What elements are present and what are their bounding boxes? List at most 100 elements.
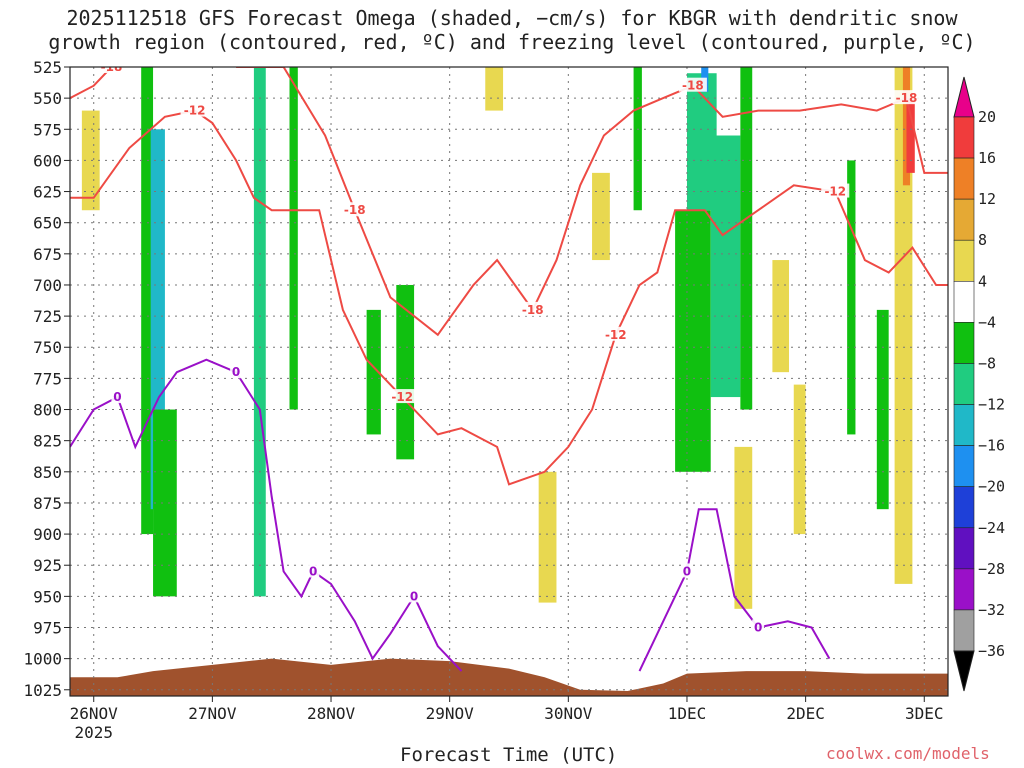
colorbar-label: −28 [978,560,1005,578]
y-tick-label: 950 [33,587,62,606]
y-tick-label: 925 [33,556,62,575]
y-tick-label: 600 [33,151,62,170]
dgz-contour-label: -18 [344,203,366,217]
freezing-label-bg [680,563,693,578]
x-year-label: 2025 [74,723,113,742]
colorbar-box [953,363,975,405]
dgz-contour-label: -12 [391,390,413,404]
colorbar-box [953,609,975,652]
colorbar-box [953,404,975,446]
freezing-contour-label: 0 [683,564,691,578]
omega-cell-13 [847,160,856,435]
y-tick-label: 1025 [23,681,62,700]
plot-frame [69,66,949,697]
colorbar-label: −32 [978,601,1005,619]
dgz-label-bg [678,77,707,92]
colorbar-label: −36 [978,642,1005,660]
dgz-contour-label: -18 [101,60,123,74]
omega-cell-23 [772,260,790,373]
omega-cell-19 [485,67,504,111]
colorbar-box [953,486,975,529]
x-tick-label: 3DEC [905,704,944,723]
omega-cell-8 [675,210,711,472]
y-tick-label: 1000 [23,650,62,669]
dgz-label-bg [97,67,126,73]
y-tick-label: 825 [33,432,62,451]
x-tick-label: 1DEC [668,704,707,723]
freezing-contour-0 [70,358,463,672]
colorbar-box [953,116,975,159]
dgz-contour-label: -12 [184,104,206,118]
x-tick-label: 26NOV [70,704,119,723]
y-tick-label: 850 [33,463,62,482]
colorbar-box [953,568,975,611]
freezing-contour-1 [638,508,831,672]
dgz-label-bg [518,301,547,316]
y-tick-label: 525 [33,58,62,77]
x-tick-label: 28NOV [307,704,356,723]
colorbar-label: −16 [978,437,1005,455]
colorbar-label: 8 [978,231,987,249]
colorbar-box [953,239,975,282]
dgz-contour-label: -18 [682,79,704,93]
x-tick-label: 29NOV [426,704,475,723]
plot-background [70,67,948,696]
omega-cell-12 [740,67,753,410]
freezing-label-bg [307,563,320,578]
title-line-1: 2025112518 GFS Forecast Omega (shaded, −… [66,6,958,30]
omega-cell-7 [633,67,642,211]
dgz-label-bg [601,326,630,341]
dgz-contour-2 [236,67,948,337]
colorbar-box [953,198,975,241]
colorbar-box [953,445,975,487]
dgz-label-bg [388,389,417,404]
omega-cell-20 [538,471,557,603]
y-axis: 525 550 575 600 625 650 675 700 725 750 775 800 825 8… [23,58,70,700]
title-line-2: growth region (contoured, red, ºC) and f… [48,30,976,54]
colorbar-box [953,322,975,364]
y-tick-label: 625 [33,183,62,202]
colorbar: 20 16 12 8 4 −4 −8 −12 −16 −20 −24 −28 −32 −36 [953,76,1005,692]
omega-cell-2 [153,409,177,597]
y-tick-label: 650 [33,214,62,233]
terrain-surface [70,658,948,696]
x-axis-label: Forecast Time (UTC) [400,744,618,766]
colorbar-label: −20 [978,478,1005,496]
y-tick-label: 550 [33,89,62,108]
freezing-contour-label: 0 [754,620,762,634]
chart-title: 2025112518 GFS Forecast Omega (shaded, −… [0,6,1024,54]
colorbar-label: −24 [978,519,1005,537]
omega-cell-15 [894,67,913,584]
freezing-label-bg [408,588,421,603]
dgz-contour-label: -18 [522,303,544,317]
colorbar-label: 4 [978,272,987,290]
dgz-label-bg [180,102,209,117]
colorbar-top-arrow [953,76,975,118]
omega-cell-22 [734,446,753,609]
colorbar-label: −4 [978,313,996,331]
x-axis: 26NOV 27NOV 28NOV 29NOV 30NOV 1DEC 2DEC 3DEC 202… [70,696,944,742]
y-tick-label: 575 [33,120,62,139]
y-tick-label: 975 [33,618,62,637]
freezing-contour-label: 0 [410,589,418,603]
dgz-label-bg [892,90,921,105]
x-tick-label: 2DEC [786,704,825,723]
colorbar-label: 20 [978,108,996,126]
freezing-contour-label: 0 [232,365,240,379]
omega-cell-24 [793,384,806,535]
freezing-label-bg [111,389,124,404]
x-tick-label: 30NOV [544,704,593,723]
y-tick-label: 750 [33,338,62,357]
colorbar-label: −8 [978,354,996,372]
dgz-contour-label: -18 [896,91,918,105]
omega-cell-4 [289,67,298,410]
y-tick-label: 725 [33,307,62,326]
y-tick-label: 900 [33,525,62,544]
omega-cell-21 [592,172,610,261]
freezing-contour-label: 0 [309,564,317,578]
terrain-layer [70,658,948,696]
dgz-contour-label: -12 [824,185,846,199]
y-tick-label: 775 [33,369,62,388]
omega-cell-11 [710,135,741,398]
